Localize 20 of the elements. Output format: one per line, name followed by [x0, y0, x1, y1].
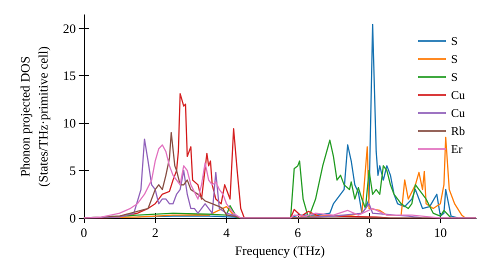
legend-label: Er	[450, 142, 462, 156]
legend-label: S	[450, 52, 458, 66]
x-tick-label: 2	[152, 225, 158, 240]
x-tick-label: 0	[80, 225, 88, 240]
y-tick-label: 15	[62, 68, 76, 84]
legend-label: S	[450, 34, 458, 48]
legend-label: Rb	[450, 124, 466, 138]
y-tick-label: 5	[69, 163, 76, 178]
x-axis-title: Frequency (THz)	[235, 243, 325, 258]
y-tick-label: 20	[62, 20, 76, 36]
y-tick-label: 0	[69, 210, 76, 226]
x-tick-label: 10	[434, 225, 447, 240]
x-tick-label: 4	[223, 225, 230, 240]
x-tick-label: 8	[366, 225, 372, 240]
y-axis-title: Phonon projected DOS (States/THz·primitive cell)	[18, 46, 50, 187]
legend-label: S	[450, 70, 458, 84]
y-tick-label: 10	[62, 116, 76, 131]
legend-label: Cu	[450, 88, 466, 102]
legend-label: Cu	[450, 106, 466, 120]
x-tick-label: 6	[294, 225, 302, 240]
